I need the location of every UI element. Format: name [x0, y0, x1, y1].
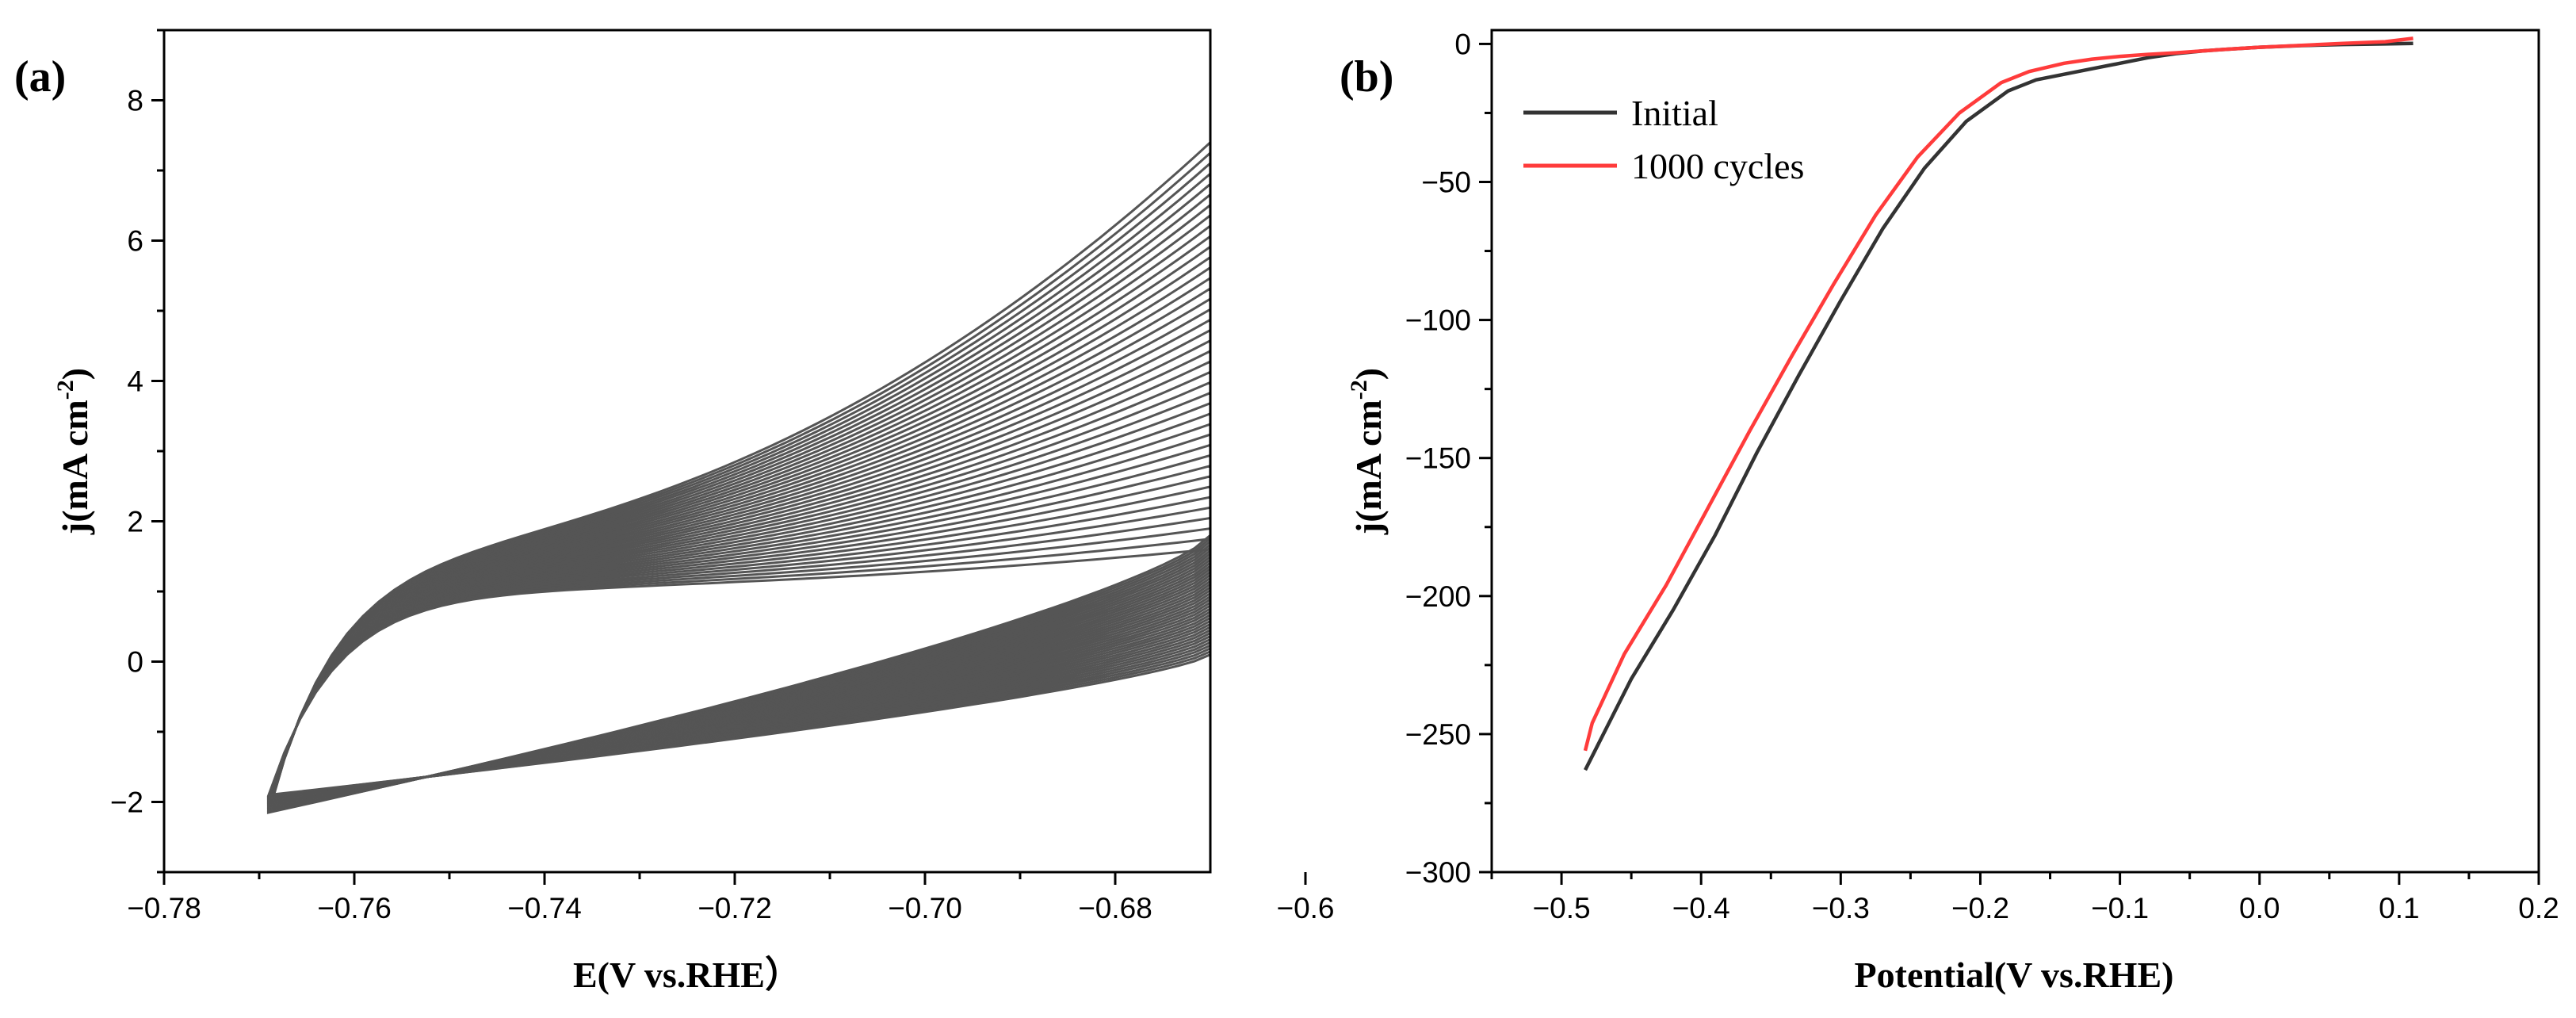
panel-a-x-tick-label: −0.74: [507, 892, 582, 924]
panel-b-x-tick-label: −0.4: [1672, 892, 1730, 924]
panel-b-x-tick-label: −0.2: [1951, 892, 2009, 924]
panel-a-x-tick-label: −0.6: [1276, 892, 1334, 924]
panel-a-x-tick-label: −0.70: [888, 892, 962, 924]
panel-a-x-axis: −0.78 −0.76 −0.74 −0.72 −0.70 −0.68 −0.6: [127, 872, 1335, 924]
series-line-1000-cycles: [1583, 36, 2414, 752]
panel-a-y-tick-label: 6: [127, 225, 143, 258]
legend-label-initial: Initial: [1631, 93, 1718, 133]
panel-a-x-tick-label: −0.68: [1078, 892, 1152, 924]
panel-b-y-tick-label: −50: [1421, 166, 1471, 199]
panel-b-y-tick-label: 0: [1454, 28, 1471, 60]
panel-a-y-tick-label: 2: [127, 506, 143, 538]
cv-cycle-curves: [266, 140, 1212, 814]
panel-b-y-axis: −300 −250 −200 −150 −100 −50 0: [1405, 28, 1492, 889]
panel-b-label: (b): [1340, 52, 1393, 101]
panel-a-x-tick-label: −0.78: [127, 892, 201, 924]
panel-b-plot-frame: [1490, 29, 2540, 874]
panel-a-y-tick-label: 8: [127, 85, 143, 117]
panel-a-cv-chart: (a) −0.78 −0.76 −0.74 −0.72 −0.70 −0.68 −0.6 −…: [14, 29, 1335, 995]
panel-a-x-tick-label: −0.76: [317, 892, 392, 924]
panel-b-x-tick-label: 0.0: [2239, 892, 2280, 924]
panel-b-y-tick-label: −250: [1405, 718, 1471, 751]
panel-b-y-tick-label: −150: [1405, 442, 1471, 475]
panel-b-y-tick-label: −100: [1405, 304, 1471, 337]
panel-a-label: (a): [14, 52, 66, 101]
legend-label-1000-cycles: 1000 cycles: [1631, 146, 1804, 186]
panel-b-x-tick-label: 0.1: [2379, 892, 2419, 924]
polarization-curves: [1583, 36, 2414, 771]
panel-a-y-tick-label: 4: [127, 365, 143, 398]
panel-a-y-axis: −2 0 2 4 6 8: [110, 29, 164, 874]
panel-b-x-tick-label: −0.1: [2091, 892, 2149, 924]
panel-b-x-axis-title: Potential(V vs.RHE): [1855, 955, 2174, 995]
panel-b-y-tick-label: −300: [1405, 856, 1471, 889]
panel-a-y-axis-title: j(mA cm-2): [52, 368, 95, 535]
panel-a-y-tick-label: 0: [127, 646, 143, 679]
panel-b-y-axis-title: j(mA cm-2): [1346, 368, 1389, 535]
panel-b-y-tick-label: −200: [1405, 580, 1471, 613]
panel-b-x-tick-label: −0.3: [1812, 892, 1870, 924]
legend: Initial 1000 cycles: [1523, 93, 1804, 186]
panel-a-x-tick-label: −0.72: [698, 892, 772, 924]
panel-b-polarization-chart: (b) −0.5 −0.4 −0.3 −0.2 −0.1 0.0 0.1 0.2 −300 −2…: [1340, 28, 2559, 995]
panel-a-x-axis-title: E(V vs.RHE）: [573, 955, 801, 995]
panel-a-y-tick-label: −2: [110, 786, 143, 819]
panel-b-x-tick-label: −0.5: [1533, 892, 1591, 924]
panel-b-x-axis: −0.5 −0.4 −0.3 −0.2 −0.1 0.0 0.1 0.2: [1490, 872, 2559, 924]
panel-b-x-tick-label: 0.2: [2518, 892, 2559, 924]
